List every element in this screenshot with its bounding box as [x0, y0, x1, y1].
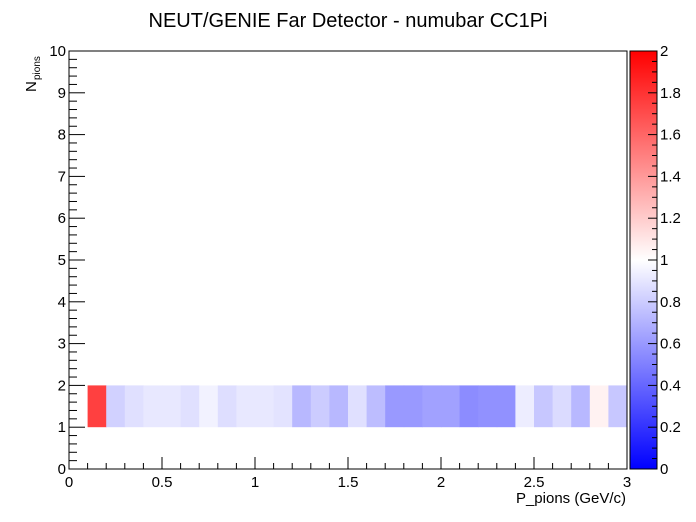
- heatmap-cell: [255, 385, 274, 428]
- z-tick-label: 0: [660, 461, 668, 478]
- x-tick-label: 3: [623, 474, 631, 491]
- chart-title: NEUT/GENIE Far Detector - numubar CC1Pi: [149, 10, 548, 32]
- heatmap-cell: [217, 385, 237, 428]
- x-tick-label: 0.5: [152, 474, 173, 491]
- x-tick-label: 0: [65, 474, 73, 491]
- y-tick-label: 7: [58, 168, 66, 185]
- x-tick-label: 2.5: [524, 474, 545, 491]
- heatmap-cell: [441, 385, 460, 428]
- z-tick-label: 1.8: [660, 85, 681, 102]
- heatmap-cell: [478, 385, 498, 428]
- heatmap-cell: [403, 385, 423, 428]
- y-tick-label: 2: [58, 377, 66, 394]
- heatmap-cell: [534, 385, 553, 428]
- z-tick-label: 0.2: [660, 419, 681, 436]
- heatmap-cell: [236, 385, 256, 428]
- heatmap-cell: [366, 385, 386, 428]
- heatmap-cell: [571, 385, 591, 428]
- heatmap-cell: [608, 385, 628, 428]
- y-tick-label: 4: [58, 294, 66, 311]
- y-tick-label: 9: [58, 85, 66, 102]
- heatmap-cell: [589, 385, 609, 428]
- z-tick-label: 0.4: [660, 377, 681, 394]
- y-axis-label-main: N: [23, 81, 40, 92]
- heatmap-cell: [515, 385, 535, 428]
- y-tick-label: 6: [58, 210, 66, 227]
- x-tick-label: 1: [251, 474, 259, 491]
- z-tick-label: 2: [660, 43, 668, 60]
- z-tick-label: 0.8: [660, 294, 681, 311]
- heatmap-cell: [310, 385, 330, 428]
- y-tick-label: 10: [49, 43, 66, 60]
- heatmap-cell: [385, 385, 405, 428]
- x-tick-label: 1.5: [338, 474, 359, 491]
- heatmap-cell: [552, 385, 572, 428]
- heatmap-cell: [273, 385, 293, 428]
- heatmap-cell: [199, 385, 219, 428]
- y-axis-label-sub: pions: [32, 56, 43, 80]
- z-tick-label: 1.4: [660, 168, 681, 185]
- heatmap-cell: [292, 385, 312, 428]
- heatmap-cell: [329, 385, 349, 428]
- y-axis-label: N pions: [23, 56, 43, 92]
- heatmap-cell: [143, 385, 163, 428]
- heatmap-cells: [87, 385, 628, 428]
- y-tick-label: 0: [58, 461, 66, 478]
- heatmap-cell: [422, 385, 442, 428]
- heatmap-cell: [106, 385, 126, 428]
- y-tick-label: 5: [58, 252, 66, 269]
- z-tick-label: 1.2: [660, 210, 681, 227]
- z-tick-label: 0.6: [660, 336, 681, 353]
- y-tick-label: 8: [58, 127, 66, 144]
- heatmap-cell: [348, 385, 367, 428]
- heatmap-cell: [180, 385, 200, 428]
- heatmap-cell: [162, 385, 181, 428]
- x-axis: 0 0.5 1 1.5 2 2.5 3: [65, 457, 631, 491]
- x-axis-label: P_pions (GeV/c): [516, 490, 626, 507]
- y-axis: 0 1 2 3 4 5 6 7 8 9 10: [49, 43, 85, 478]
- heatmap-cell: [124, 385, 144, 428]
- z-tick-label: 1: [660, 252, 668, 269]
- heatmap-cell: [459, 385, 479, 428]
- x-tick-label: 2: [437, 474, 445, 491]
- z-tick-label: 1.6: [660, 127, 681, 144]
- y-tick-label: 1: [58, 419, 66, 436]
- heatmap-cell: [87, 385, 107, 428]
- color-scale-axis: 0 0.2 0.4 0.6 0.8 1 1.2 1.4 1.6 1.8 2: [648, 43, 681, 478]
- heatmap-cell: [496, 385, 516, 428]
- y-tick-label: 3: [58, 336, 66, 353]
